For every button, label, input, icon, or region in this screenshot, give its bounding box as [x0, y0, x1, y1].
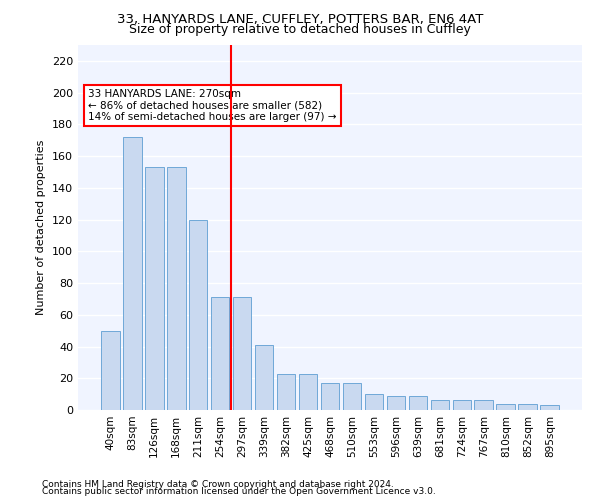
- Bar: [518, 404, 537, 410]
- Bar: [475, 400, 493, 410]
- Bar: [299, 374, 317, 410]
- Bar: [365, 394, 383, 410]
- Text: Size of property relative to detached houses in Cuffley: Size of property relative to detached ho…: [129, 22, 471, 36]
- Bar: [431, 400, 449, 410]
- Bar: [233, 298, 251, 410]
- Text: 33 HANYARDS LANE: 270sqm
← 86% of detached houses are smaller (582)
14% of semi-: 33 HANYARDS LANE: 270sqm ← 86% of detach…: [88, 89, 337, 122]
- Bar: [211, 298, 229, 410]
- Bar: [167, 167, 185, 410]
- Bar: [409, 396, 427, 410]
- Bar: [452, 400, 471, 410]
- Bar: [541, 405, 559, 410]
- Bar: [145, 167, 164, 410]
- Bar: [123, 137, 142, 410]
- Text: 33, HANYARDS LANE, CUFFLEY, POTTERS BAR, EN6 4AT: 33, HANYARDS LANE, CUFFLEY, POTTERS BAR,…: [117, 12, 483, 26]
- Bar: [277, 374, 295, 410]
- Bar: [255, 345, 274, 410]
- Bar: [386, 396, 405, 410]
- Text: Contains HM Land Registry data © Crown copyright and database right 2024.: Contains HM Land Registry data © Crown c…: [42, 480, 394, 489]
- Bar: [189, 220, 208, 410]
- Text: Contains public sector information licensed under the Open Government Licence v3: Contains public sector information licen…: [42, 487, 436, 496]
- Bar: [101, 330, 119, 410]
- Bar: [496, 404, 515, 410]
- Y-axis label: Number of detached properties: Number of detached properties: [37, 140, 46, 315]
- Bar: [343, 383, 361, 410]
- Bar: [320, 383, 340, 410]
